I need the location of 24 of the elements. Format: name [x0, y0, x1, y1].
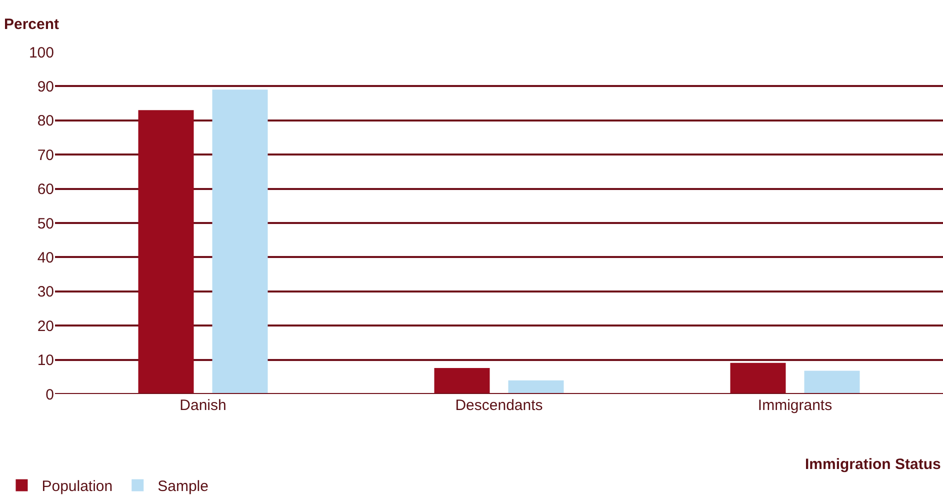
y-axis-title: Percent	[4, 16, 60, 33]
x-tick-label: Danish	[180, 397, 226, 414]
bar	[804, 370, 860, 394]
bar	[212, 90, 268, 394]
y-tick-label: 10	[37, 352, 54, 370]
bar	[434, 368, 490, 394]
y-tick-label: 60	[37, 181, 54, 198]
bar	[138, 110, 194, 394]
x-tick-label: Immigrants	[758, 397, 832, 414]
y-tick-label: 40	[37, 249, 54, 266]
x-axis-title: Immigration Status	[805, 456, 941, 473]
bar	[730, 362, 786, 394]
y-tick-label: 50	[37, 215, 54, 232]
y-tick-label: 80	[37, 112, 54, 130]
y-tick-label: 20	[37, 318, 54, 335]
y-tick-label: 0	[46, 386, 54, 404]
y-tick-label: 100	[28, 44, 54, 62]
y-tick-label: 90	[37, 78, 54, 96]
bar	[508, 380, 564, 394]
legend-label: Population	[42, 478, 113, 496]
legend-label: Sample	[158, 478, 208, 496]
y-tick-label: 70	[37, 146, 54, 164]
x-tick-label: Descendants	[455, 397, 543, 414]
y-tick-label: 30	[37, 284, 54, 301]
